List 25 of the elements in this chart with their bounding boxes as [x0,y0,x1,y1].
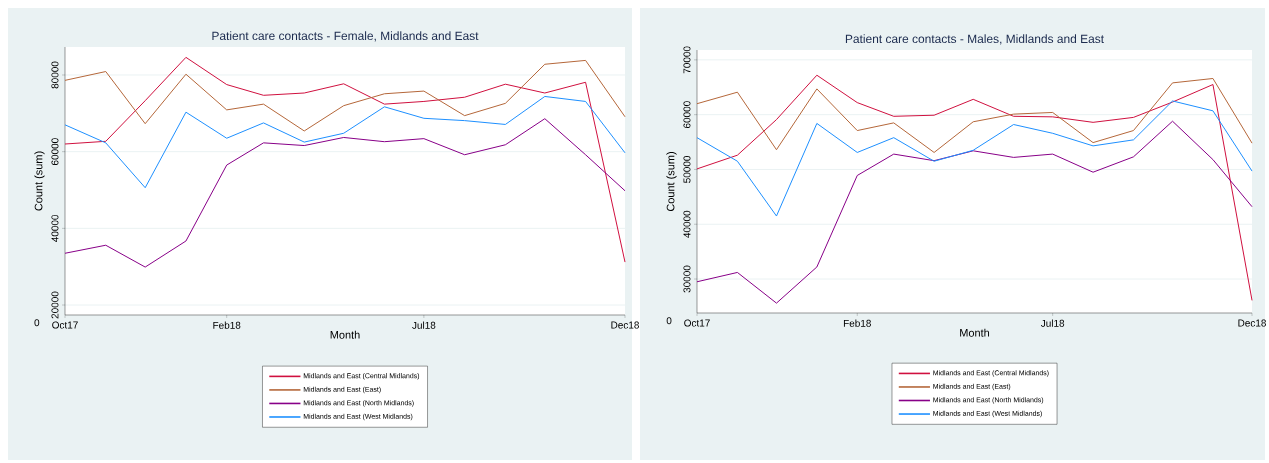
x-axis-title: Month [960,328,990,337]
y-tick-label: 20000 [51,291,59,319]
x-tick-label: Jul18 [412,321,436,329]
y-tick-label: 60000 [51,138,59,166]
y-axis-title: Count (sum) [34,151,45,211]
y-tick-label: 30000 [683,265,691,293]
y-axis-title: Count (sum) [666,152,677,212]
x-tick-label: Feb18 [213,321,241,329]
text: 0 [34,319,40,327]
text: 0 [666,317,672,325]
y-tick-label: 80000 [51,61,59,89]
x-tick-label: Feb18 [843,319,871,327]
x-tick-label: Oct17 [52,321,78,329]
y-tick-label: 50000 [683,155,691,183]
x-tick-label: Dec18 [611,321,639,329]
chart-title: Patient care contacts - Female, Midlands and East [212,31,479,42]
x-tick-label: Jul18 [1040,319,1065,327]
x-tick-label: Oct17 [684,319,710,327]
y-tick-label: 60000 [683,101,691,129]
y-tick-label: 40000 [683,210,691,238]
x-tick-label: Dec18 [1238,319,1266,327]
x-axis-title: Month [330,330,360,339]
chart-title: Patient care contacts - Males, Midlands and East [845,34,1104,45]
y-tick-label: 40000 [51,214,59,242]
y-tick-label: 70000 [683,46,691,74]
